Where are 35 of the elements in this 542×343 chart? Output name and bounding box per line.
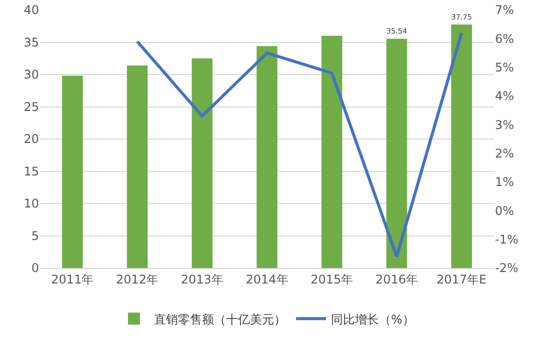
bar [62,76,83,268]
bar [256,46,278,268]
x-tick-label: 2014年 [246,272,288,286]
y-tick-label: 40 [24,3,39,18]
y-tick-label: 0 [31,261,39,276]
bar [321,36,342,268]
x-tick-label: 2015年 [310,272,354,286]
y-tick-label: 5 [31,228,39,243]
x-tick-label: 2017年E [436,272,487,286]
y2-tick-label: 2% [495,146,514,161]
bar [386,38,408,268]
x-tick-label: 2011年 [51,272,94,286]
y-tick-label: 35 [24,35,39,50]
y-tick-label: 25 [24,100,39,114]
y2-tick-label: 4% [495,89,514,104]
y-tick-label: 20 [24,132,39,146]
y2-tick-label: 3% [495,118,514,132]
bar [126,65,148,268]
x-tick-label: 2012年 [116,272,159,286]
x-tick-label: 2016年 [375,272,418,286]
y2-tick-label: 0% [495,204,514,218]
legend-label: 同比增长（%） [331,312,414,326]
bar [451,24,472,268]
y-tick-label: 30 [24,68,39,82]
y2-tick-label: -1% [495,232,518,247]
y2-tick-label: -2% [495,261,518,276]
y2-tick-label: 1% [495,175,514,190]
y2-tick-label: 6% [495,32,514,46]
legend-label: 直销零售额（十亿美元） [154,312,286,326]
x-tick-label: 2013年 [180,272,224,286]
y2-tick-label: 5% [495,60,514,75]
y2-tick-label: 7% [495,3,514,18]
y-tick-label: 10 [24,196,39,211]
y-tick-label: 15 [24,164,39,178]
bar [192,58,213,268]
